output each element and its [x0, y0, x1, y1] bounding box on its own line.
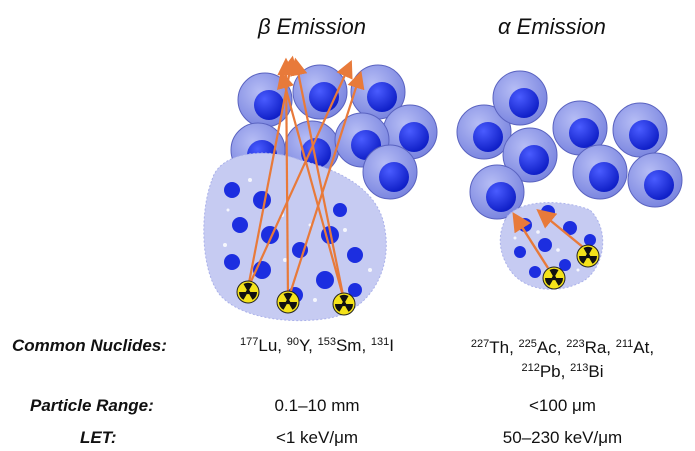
mass-number: 211	[615, 338, 634, 350]
element-symbol: Ra,	[584, 338, 616, 357]
element-symbol: Bi	[588, 362, 604, 381]
radiation-icon	[332, 292, 356, 316]
mass-number: 227	[470, 338, 490, 350]
element-symbol: At,	[633, 338, 655, 357]
mass-number: 212	[521, 362, 540, 374]
alpha-normal-cells	[456, 70, 683, 220]
let-label: LET:	[80, 428, 117, 447]
mass-number: 153	[317, 336, 336, 348]
beta-particle-tracks	[246, 55, 365, 301]
alpha-emission-title: α Emission	[498, 14, 606, 39]
element-symbol: Ac,	[536, 338, 567, 357]
mass-number: 213	[570, 362, 589, 374]
element-symbol: Th,	[489, 338, 519, 357]
emission-diagram	[203, 55, 683, 322]
beta-nuclides: 177Lu, 90Y, 153Sm, 131I	[212, 336, 422, 356]
alpha-particle-tracks	[512, 208, 585, 269]
mass-number: 177	[240, 336, 259, 348]
range-label: Particle Range:	[30, 396, 154, 415]
radiation-icon	[236, 280, 260, 304]
alpha-nuclides-line-1: 227Th, 225Ac, 223Ra, 211At,	[440, 336, 685, 360]
element-symbol: I	[389, 336, 394, 355]
radiation-icon	[576, 244, 600, 268]
nuclides-label: Common Nuclides:	[12, 336, 167, 355]
element-symbol: Lu,	[258, 336, 287, 355]
beta-nuclides-list: 177Lu, 90Y, 153Sm, 131I	[212, 336, 422, 356]
element-symbol: Pb,	[539, 362, 571, 381]
mass-number: 131	[370, 336, 390, 348]
alpha-nuclides: 227Th, 225Ac, 223Ra, 211At, 212Pb, 213Bi	[440, 336, 685, 384]
mass-number: 225	[518, 338, 537, 350]
beta-emission-title: β Emission	[258, 14, 366, 39]
mass-number: 223	[566, 338, 585, 350]
alpha-nuclides-line-2: 212Pb, 213Bi	[440, 360, 685, 384]
beta-range: 0.1–10 mm	[274, 396, 360, 415]
radiation-icon	[276, 290, 300, 314]
element-symbol: Y,	[298, 336, 318, 355]
alpha-range: <100 μm	[529, 396, 596, 415]
alpha-let: 50–230 keV/μm	[502, 428, 623, 447]
radiation-icon	[542, 266, 566, 290]
element-symbol: Sm,	[335, 336, 371, 355]
mass-number: 90	[286, 336, 299, 348]
beta-let: <1 keV/μm	[275, 428, 359, 447]
